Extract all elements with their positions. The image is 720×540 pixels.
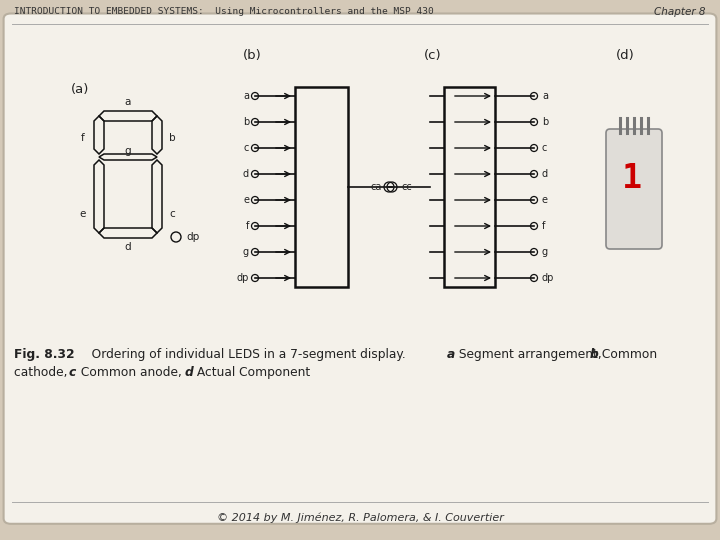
Text: (a): (a) bbox=[71, 83, 89, 96]
Text: e: e bbox=[542, 195, 548, 205]
Text: © 2014 by M. Jiménez, R. Palomera, & I. Couvertier: © 2014 by M. Jiménez, R. Palomera, & I. … bbox=[217, 513, 503, 523]
Text: d: d bbox=[125, 242, 131, 252]
Text: g: g bbox=[243, 247, 249, 257]
Bar bbox=[444, 87, 495, 287]
FancyBboxPatch shape bbox=[606, 129, 662, 249]
Text: Segment arrangement,: Segment arrangement, bbox=[455, 348, 606, 361]
Text: a: a bbox=[447, 348, 455, 361]
Text: (b): (b) bbox=[243, 50, 262, 63]
Text: a: a bbox=[125, 97, 131, 107]
Text: g: g bbox=[125, 146, 131, 156]
Text: INTRODUCTION TO EMBEDDED SYSTEMS:  Using Microcontrollers and the MSP 430: INTRODUCTION TO EMBEDDED SYSTEMS: Using … bbox=[14, 8, 433, 17]
Text: (d): (d) bbox=[616, 50, 635, 63]
Text: c: c bbox=[69, 366, 76, 379]
Text: Common: Common bbox=[598, 348, 657, 361]
Text: Ordering of individual LEDS in a 7-segment display.: Ordering of individual LEDS in a 7-segme… bbox=[80, 348, 410, 361]
Text: c: c bbox=[542, 143, 547, 153]
Text: b: b bbox=[168, 133, 175, 143]
Text: f: f bbox=[542, 221, 545, 231]
Text: 1: 1 bbox=[622, 161, 642, 194]
Text: (c): (c) bbox=[424, 50, 441, 63]
Text: e: e bbox=[243, 195, 249, 205]
Text: f: f bbox=[246, 221, 249, 231]
Text: dp: dp bbox=[186, 232, 199, 242]
Text: dp: dp bbox=[542, 273, 554, 283]
Text: Common anode,: Common anode, bbox=[77, 366, 186, 379]
Text: g: g bbox=[542, 247, 548, 257]
Text: b: b bbox=[243, 117, 249, 127]
Text: e: e bbox=[80, 209, 86, 219]
Text: ca: ca bbox=[371, 182, 382, 192]
Text: b: b bbox=[542, 117, 548, 127]
Text: Actual Component: Actual Component bbox=[193, 366, 310, 379]
Bar bbox=[295, 87, 348, 287]
Text: cathode,: cathode, bbox=[14, 366, 71, 379]
Text: d: d bbox=[542, 169, 548, 179]
Text: Chapter 8: Chapter 8 bbox=[654, 7, 706, 17]
Text: d: d bbox=[243, 169, 249, 179]
Text: b: b bbox=[590, 348, 599, 361]
Text: c: c bbox=[169, 209, 175, 219]
Text: a: a bbox=[243, 91, 249, 101]
Text: d: d bbox=[185, 366, 194, 379]
Text: f: f bbox=[81, 133, 85, 143]
Text: cc: cc bbox=[401, 182, 412, 192]
Text: c: c bbox=[243, 143, 249, 153]
Text: Fig. 8.32: Fig. 8.32 bbox=[14, 348, 75, 361]
Text: dp: dp bbox=[237, 273, 249, 283]
Text: a: a bbox=[542, 91, 548, 101]
